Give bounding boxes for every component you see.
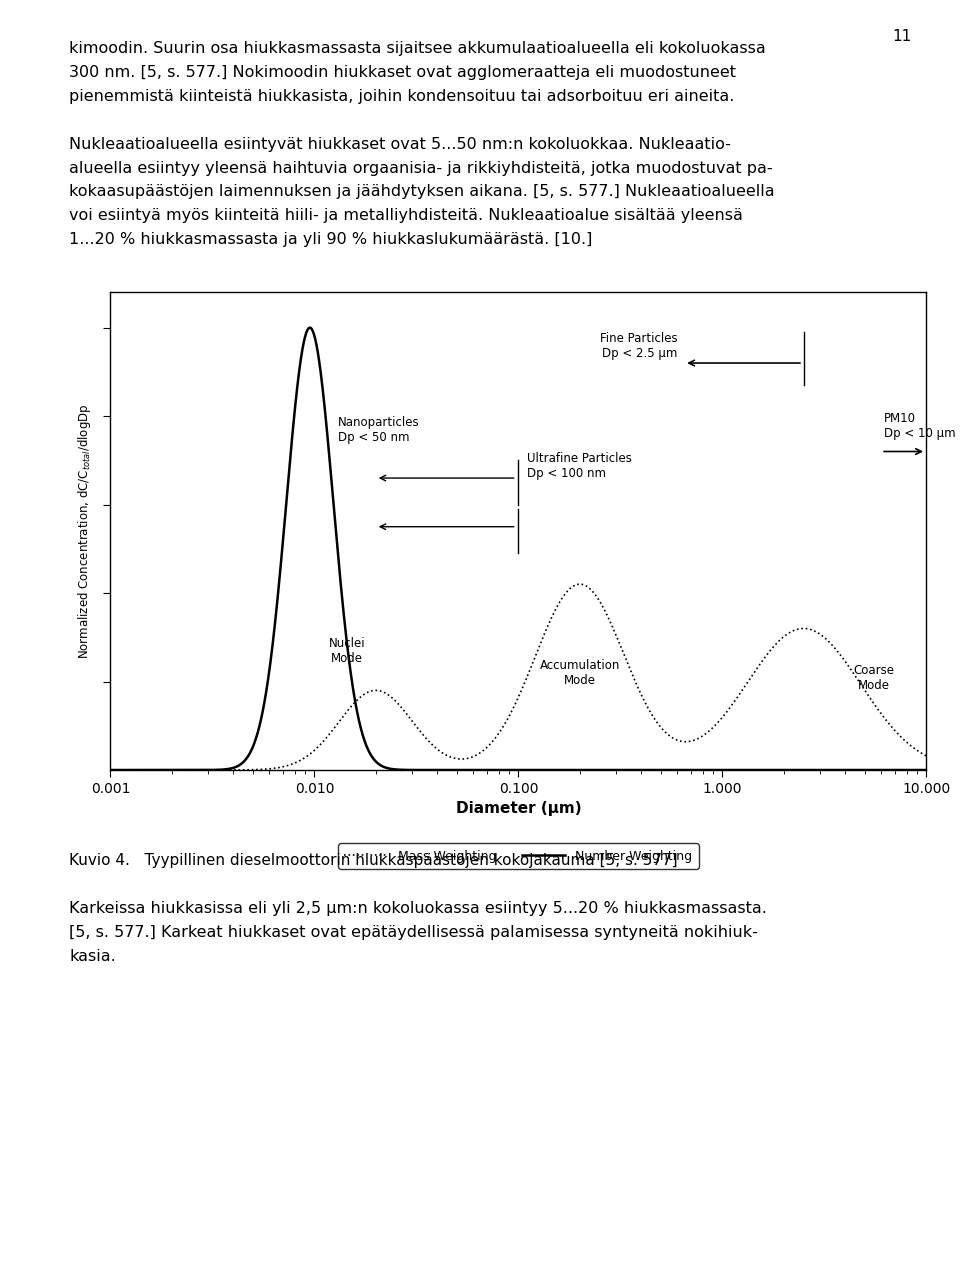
Text: 300 nm. [5, s. 577.] Nokimoodin hiukkaset ovat agglomeraatteja eli muodostuneet: 300 nm. [5, s. 577.] Nokimoodin hiukkase… (69, 65, 736, 80)
Text: 1...20 % hiukkasmassasta ja yli 90 % hiukkaslukumäärästä. [10.]: 1...20 % hiukkasmassasta ja yli 90 % hiu… (69, 232, 592, 247)
Text: alueella esiintyy yleensä haihtuvia orgaanisia- ja rikkiyhdisteitä, jotka muodos: alueella esiintyy yleensä haihtuvia orga… (69, 161, 773, 176)
Y-axis label: Normalized Concentration, dC/C$_{total}$/dlogDp: Normalized Concentration, dC/C$_{total}$… (76, 404, 93, 659)
Text: kimoodin. Suurin osa hiukkasmassasta sijaitsee akkumulaatioalueella eli kokoluok: kimoodin. Suurin osa hiukkasmassasta sij… (69, 41, 766, 56)
X-axis label: Diameter (μm): Diameter (μm) (456, 801, 581, 817)
Text: Fine Particles
Dp < 2.5 μm: Fine Particles Dp < 2.5 μm (599, 333, 677, 361)
Text: Coarse
Mode: Coarse Mode (852, 664, 894, 692)
Text: Kuvio 4.   Tyypillinen dieselmoottorin hiukkaspäästöjen kokojakauma [5, s. 577]: Kuvio 4. Tyypillinen dieselmoottorin hiu… (69, 852, 678, 868)
Text: Nuclei
Mode: Nuclei Mode (329, 637, 366, 665)
Legend: Mass Weighting, Number Weighting: Mass Weighting, Number Weighting (338, 843, 699, 869)
Text: Nanoparticles
Dp < 50 nm: Nanoparticles Dp < 50 nm (338, 417, 420, 445)
Text: [5, s. 577.] Karkeat hiukkaset ovat epätäydellisessä palamisessa syntyneitä noki: [5, s. 577.] Karkeat hiukkaset ovat epät… (69, 925, 758, 940)
Text: Nukleaatioalueella esiintyvät hiukkaset ovat 5...50 nm:n kokoluokkaa. Nukleaatio: Nukleaatioalueella esiintyvät hiukkaset … (69, 136, 731, 152)
Text: 11: 11 (893, 29, 912, 45)
Text: kokaasupäästöjen laimennuksen ja jäähdytyksen aikana. [5, s. 577.] Nukleaatioalu: kokaasupäästöjen laimennuksen ja jäähdyt… (69, 185, 775, 200)
Text: Karkeissa hiukkasissa eli yli 2,5 μm:n kokoluokassa esiintyy 5...20 % hiukkasmas: Karkeissa hiukkasissa eli yli 2,5 μm:n k… (69, 901, 767, 916)
Text: Accumulation
Mode: Accumulation Mode (540, 660, 620, 688)
Text: kasia.: kasia. (69, 949, 116, 963)
Text: Ultrafine Particles
Dp < 100 nm: Ultrafine Particles Dp < 100 nm (527, 451, 632, 479)
Text: voi esiintyä myös kiinteitä hiili- ja metalliyhdisteitä. Nukleaatioalue sisältää: voi esiintyä myös kiinteitä hiili- ja me… (69, 209, 743, 223)
Text: PM10
Dp < 10 μm: PM10 Dp < 10 μm (884, 412, 955, 440)
Text: pienemmistä kiinteistä hiukkasista, joihin kondensoituu tai adsorboituu eri aine: pienemmistä kiinteistä hiukkasista, joih… (69, 89, 734, 103)
